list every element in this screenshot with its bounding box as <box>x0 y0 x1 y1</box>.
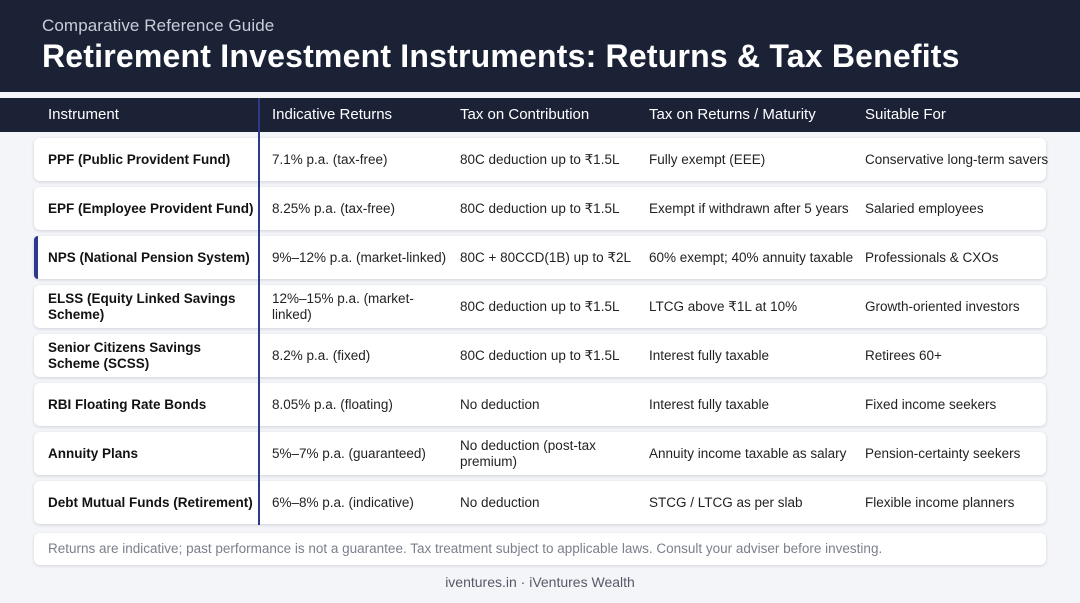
table-row: Debt Mutual Funds (Retirement) 6%–8% p.a… <box>34 481 1046 524</box>
column-header-tax-returns: Tax on Returns / Maturity <box>649 106 816 123</box>
instrument-cell: Annuity Plans <box>48 445 139 461</box>
tax-returns-cell: Annuity income taxable as salary <box>649 445 847 461</box>
tax-contribution-cell: 80C deduction up to ₹1.5L <box>460 200 620 216</box>
column-header-instrument: Instrument <box>48 106 119 123</box>
returns-cell: 8.25% p.a. (tax-free) <box>272 200 396 216</box>
table-row: PPF (Public Provident Fund) 7.1% p.a. (t… <box>34 138 1049 181</box>
disclaimer-text: Returns are indicative; past performance… <box>48 541 883 556</box>
returns-cell: 9%–12% p.a. (market-linked) <box>272 249 447 265</box>
table-row: Annuity Plans 5%–7% p.a. (guaranteed) No… <box>34 432 1046 475</box>
page-subtitle: Comparative Reference Guide <box>42 16 275 35</box>
suitable-cell: Pension-certainty seekers <box>865 445 1021 461</box>
table-row: RBI Floating Rate Bonds 8.05% p.a. (floa… <box>34 383 1046 426</box>
page-title: Retirement Investment Instruments: Retur… <box>42 38 960 74</box>
table-header: Instrument Indicative Returns Tax on Con… <box>0 98 1080 132</box>
instrument-cell: EPF (Employee Provident Fund) <box>48 200 254 216</box>
returns-cell: 8.2% p.a. (fixed) <box>272 347 371 363</box>
returns-cell: 12%–15% p.a. (market-linked) <box>272 290 414 322</box>
tax-returns-cell: Exempt if withdrawn after 5 years <box>649 200 849 216</box>
tax-returns-cell: LTCG above ₹1L at 10% <box>649 298 798 314</box>
tax-returns-cell: Interest fully taxable <box>649 396 770 412</box>
instrument-cell: NPS (National Pension System) <box>48 249 250 265</box>
returns-cell: 6%–8% p.a. (indicative) <box>272 494 414 510</box>
returns-cell: 7.1% p.a. (tax-free) <box>272 151 388 167</box>
table-row: EPF (Employee Provident Fund) 8.25% p.a.… <box>34 187 1046 230</box>
disclaimer-note: Returns are indicative; past performance… <box>34 533 1046 565</box>
instrument-cell: Debt Mutual Funds (Retirement) <box>48 494 253 510</box>
row-highlight-accent <box>34 236 38 279</box>
instrument-cell: Senior Citizens Savings Scheme (SCSS) <box>48 339 202 371</box>
suitable-cell: Conservative long-term savers <box>865 151 1049 167</box>
tax-returns-cell: 60% exempt; 40% annuity taxable <box>649 249 854 265</box>
column-header-tax-contribution: Tax on Contribution <box>460 106 590 123</box>
suitable-cell: Growth-oriented investors <box>865 298 1020 314</box>
instrument-cell: ELSS (Equity Linked Savings Scheme) <box>48 290 236 322</box>
suitable-cell: Salaried employees <box>865 200 984 216</box>
tax-returns-cell: Fully exempt (EEE) <box>649 151 766 167</box>
brand-footer: iventures.in · iVentures Wealth <box>445 574 635 590</box>
returns-cell: 8.05% p.a. (floating) <box>272 396 393 412</box>
returns-cell: 5%–7% p.a. (guaranteed) <box>272 445 426 461</box>
tax-contribution-cell: 80C deduction up to ₹1.5L <box>460 298 620 314</box>
table-row-highlighted: NPS (National Pension System) 9%–12% p.a… <box>34 236 1046 279</box>
tax-contribution-cell: 80C deduction up to ₹1.5L <box>460 151 620 167</box>
column-header-suitable: Suitable For <box>865 106 946 123</box>
table-row: ELSS (Equity Linked Savings Scheme) 12%–… <box>34 285 1046 328</box>
suitable-cell: Retirees 60+ <box>865 347 942 363</box>
tax-contribution-cell: 80C deduction up to ₹1.5L <box>460 347 620 363</box>
tax-returns-cell: STCG / LTCG as per slab <box>649 494 803 510</box>
table-row: Senior Citizens Savings Scheme (SCSS) 8.… <box>34 334 1046 377</box>
header-gap <box>0 92 1080 98</box>
page-header: Comparative Reference Guide Retirement I… <box>0 0 1080 92</box>
suitable-cell: Fixed income seekers <box>865 396 997 412</box>
suitable-cell: Professionals & CXOs <box>865 249 999 265</box>
tax-contribution-cell: No deduction (post-tax premium) <box>460 437 596 469</box>
column-header-returns: Indicative Returns <box>272 106 393 123</box>
tax-contribution-cell: No deduction <box>460 494 540 510</box>
column-divider <box>258 98 260 525</box>
tax-contribution-cell: 80C + 80CCD(1B) up to ₹2L <box>460 249 632 265</box>
tax-contribution-cell: No deduction <box>460 396 540 412</box>
instrument-cell: PPF (Public Provident Fund) <box>48 151 231 167</box>
suitable-cell: Flexible income planners <box>865 494 1015 510</box>
instrument-cell: RBI Floating Rate Bonds <box>48 396 207 412</box>
tax-returns-cell: Interest fully taxable <box>649 347 770 363</box>
